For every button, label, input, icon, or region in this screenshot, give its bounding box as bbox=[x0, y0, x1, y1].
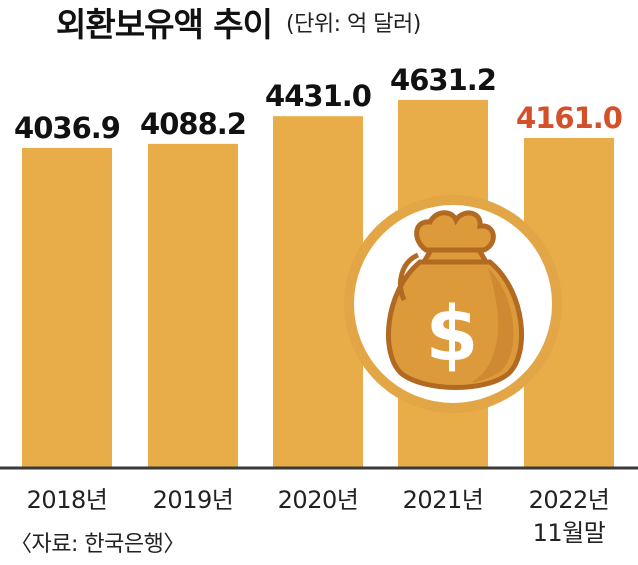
category-label-3: 2020년 bbox=[278, 486, 359, 514]
value-label-5: 4161.0 bbox=[516, 101, 622, 135]
money-bag-icon: $ bbox=[344, 195, 562, 413]
category-label-2: 2019년 bbox=[153, 486, 234, 514]
chart-title: 외환보유액 추이 bbox=[56, 5, 273, 44]
value-label-2: 4088.2 bbox=[140, 107, 246, 141]
dollar-sign: $ bbox=[426, 289, 479, 378]
bar-1 bbox=[22, 148, 112, 468]
category-label-5: 2022년 11월말 bbox=[529, 486, 610, 547]
category-label-1: 2018년 bbox=[27, 486, 108, 514]
value-label-1: 4036.9 bbox=[14, 111, 120, 145]
value-label-4: 4631.2 bbox=[390, 63, 496, 97]
value-label-3: 4431.0 bbox=[265, 79, 371, 113]
source-note: 〈자료: 한국은행〉 bbox=[10, 532, 185, 557]
unit-label: (단위: 억 달러) bbox=[286, 12, 421, 37]
chart-title-block: 외환보유액 추이 (단위: 억 달러) bbox=[56, 0, 421, 44]
category-label-4: 2021년 bbox=[403, 486, 484, 514]
bag-body bbox=[385, 259, 525, 390]
bag-top bbox=[414, 210, 496, 253]
bar-2 bbox=[148, 143, 238, 469]
